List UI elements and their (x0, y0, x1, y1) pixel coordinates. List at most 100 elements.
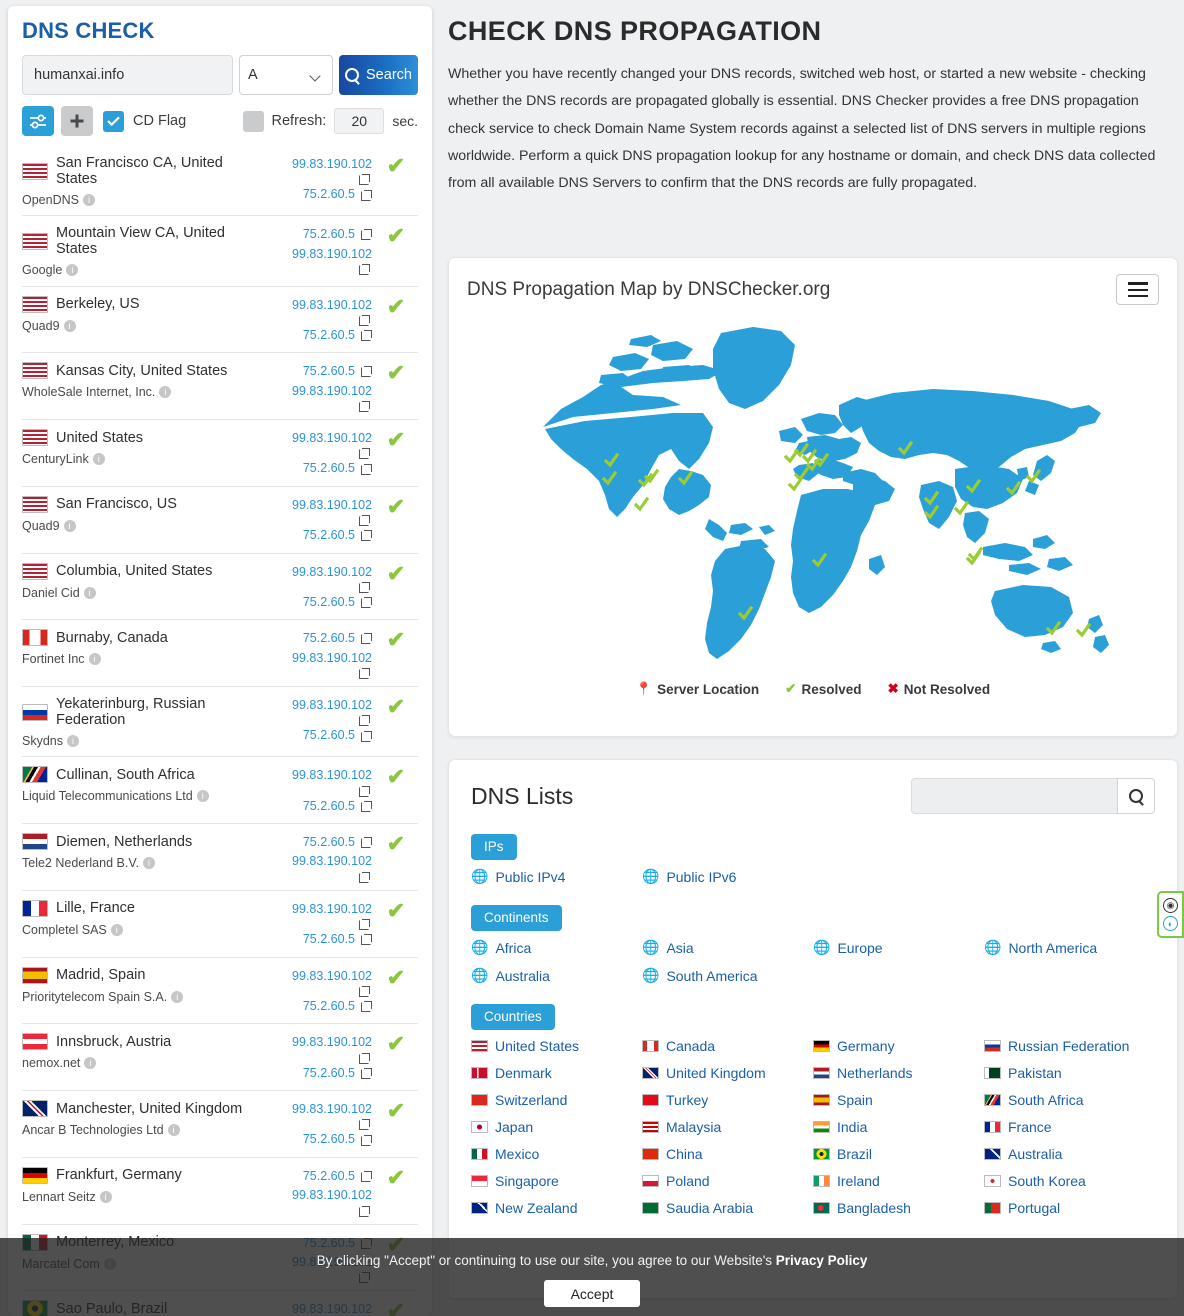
external-link-icon[interactable] (361, 1134, 372, 1146)
external-link-icon[interactable] (361, 189, 372, 201)
info-icon[interactable]: i (84, 1057, 97, 1070)
list-item[interactable]: Netherlands (813, 1065, 984, 1081)
list-item[interactable]: Poland (642, 1173, 813, 1189)
list-item[interactable]: 🌐 South America (642, 967, 813, 984)
external-link-icon[interactable] (359, 785, 370, 797)
ip-address[interactable]: 99.83.190.102 (292, 383, 372, 398)
ip-address[interactable]: 99.83.190.102 (292, 431, 372, 445)
search-button[interactable]: Search (339, 55, 418, 95)
info-icon[interactable]: i (171, 990, 184, 1003)
ip-address[interactable]: 99.83.190.102 (292, 698, 372, 712)
list-item[interactable]: New Zealand (471, 1200, 642, 1216)
external-link-icon[interactable] (359, 401, 370, 412)
external-link-icon[interactable] (361, 330, 372, 342)
map-menu-button[interactable] (1116, 274, 1159, 306)
ip-address[interactable]: 75.2.60.5 (302, 1168, 355, 1183)
ip-address[interactable]: 75.2.60.5 (302, 798, 355, 813)
ip-address[interactable]: 75.2.60.5 (302, 594, 355, 609)
list-item[interactable]: 🌐 Europe (813, 939, 984, 956)
list-item[interactable]: Germany (813, 1038, 984, 1054)
list-item[interactable]: 🌐 Africa (471, 939, 642, 956)
info-icon[interactable]: i (63, 319, 76, 332)
external-link-icon[interactable] (359, 314, 370, 326)
world-map[interactable] (467, 309, 1159, 679)
ip-address[interactable]: 99.83.190.102 (292, 901, 372, 916)
ip-address[interactable]: 99.83.190.102 (292, 157, 372, 171)
list-item[interactable]: Switzerland (471, 1092, 642, 1108)
add-server-button[interactable] (61, 106, 93, 136)
external-link-icon[interactable] (361, 366, 372, 378)
list-item[interactable]: Australia (984, 1146, 1155, 1162)
contrast-icon[interactable]: ◐ (1163, 916, 1178, 931)
external-link-icon[interactable] (361, 837, 372, 849)
list-item[interactable]: United States (471, 1038, 642, 1054)
info-icon[interactable]: i (82, 194, 95, 206)
ip-address[interactable]: 75.2.60.5 (302, 187, 355, 202)
refresh-checkbox[interactable] (242, 110, 264, 132)
info-icon[interactable]: i (67, 735, 79, 747)
refresh-seconds-input[interactable] (334, 108, 385, 134)
ip-address[interactable]: 99.83.190.102 (292, 1102, 372, 1116)
domain-input[interactable] (22, 55, 233, 95)
ip-address[interactable]: 99.83.190.102 (292, 564, 372, 579)
list-item[interactable]: Denmark (471, 1065, 642, 1081)
cd-flag-checkbox[interactable] (103, 110, 124, 132)
info-icon[interactable]: i (83, 586, 96, 599)
external-link-icon[interactable] (361, 633, 372, 645)
info-icon[interactable]: i (196, 790, 209, 803)
filter-settings-button[interactable] (22, 106, 54, 136)
ip-address[interactable]: 75.2.60.5 (302, 528, 355, 543)
info-icon[interactable]: i (99, 1190, 112, 1203)
list-item[interactable]: Brazil (813, 1146, 984, 1162)
list-item[interactable]: India (813, 1119, 984, 1135)
external-link-icon[interactable] (359, 919, 370, 931)
info-icon[interactable]: i (63, 519, 76, 532)
external-link-icon[interactable] (361, 1170, 372, 1182)
external-link-icon[interactable] (359, 448, 370, 460)
external-link-icon[interactable] (361, 463, 372, 475)
ip-address[interactable]: 99.83.190.102 (292, 968, 372, 983)
external-link-icon[interactable] (361, 597, 372, 609)
list-item[interactable]: 🌐 Asia (642, 939, 813, 956)
list-item[interactable]: South Korea (984, 1173, 1155, 1189)
list-item[interactable]: France (984, 1119, 1155, 1135)
external-link-icon[interactable] (361, 1001, 372, 1013)
external-link-icon[interactable] (359, 985, 370, 997)
ip-address[interactable]: 75.2.60.5 (302, 364, 355, 379)
ip-address[interactable]: 99.83.190.102 (292, 854, 372, 869)
list-item[interactable]: Canada (642, 1038, 813, 1054)
external-link-icon[interactable] (361, 530, 372, 542)
info-icon[interactable]: i (88, 653, 101, 666)
list-item[interactable]: Pakistan (984, 1065, 1155, 1081)
external-link-icon[interactable] (361, 229, 372, 241)
ip-address[interactable]: 75.2.60.5 (302, 728, 355, 743)
external-link-icon[interactable] (359, 1205, 370, 1217)
external-link-icon[interactable] (359, 515, 370, 527)
external-link-icon[interactable] (359, 174, 370, 186)
external-link-icon[interactable] (361, 730, 372, 742)
accessibility-widget[interactable]: ◉ ◐ (1157, 891, 1184, 938)
external-link-icon[interactable] (359, 1119, 370, 1131)
list-item[interactable]: Singapore (471, 1173, 642, 1189)
ip-address[interactable]: 99.83.190.102 (292, 768, 372, 783)
record-type-select[interactable]: A (239, 55, 333, 95)
external-link-icon[interactable] (359, 264, 370, 275)
ip-address[interactable]: 75.2.60.5 (302, 227, 355, 242)
list-item[interactable]: Japan (471, 1119, 642, 1135)
ip-address[interactable]: 75.2.60.5 (302, 461, 355, 476)
list-item[interactable]: Spain (813, 1092, 984, 1108)
privacy-policy-link[interactable]: Privacy Policy (775, 1253, 868, 1268)
accessibility-icon[interactable]: ◉ (1163, 898, 1178, 913)
list-item[interactable]: Malaysia (642, 1119, 813, 1135)
external-link-icon[interactable] (361, 800, 372, 812)
ip-address[interactable]: 75.2.60.5 (302, 327, 355, 342)
info-icon[interactable]: i (66, 264, 79, 277)
ip-address[interactable]: 99.83.190.102 (292, 650, 372, 665)
dns-lists-search-button[interactable] (1117, 778, 1155, 815)
ip-address[interactable]: 99.83.190.102 (292, 1035, 372, 1050)
ip-address[interactable]: 75.2.60.5 (302, 998, 355, 1013)
info-icon[interactable]: i (110, 923, 123, 936)
ip-address[interactable]: 99.83.190.102 (292, 297, 372, 312)
ip-address[interactable]: 99.83.190.102 (292, 246, 372, 261)
external-link-icon[interactable] (361, 934, 372, 946)
